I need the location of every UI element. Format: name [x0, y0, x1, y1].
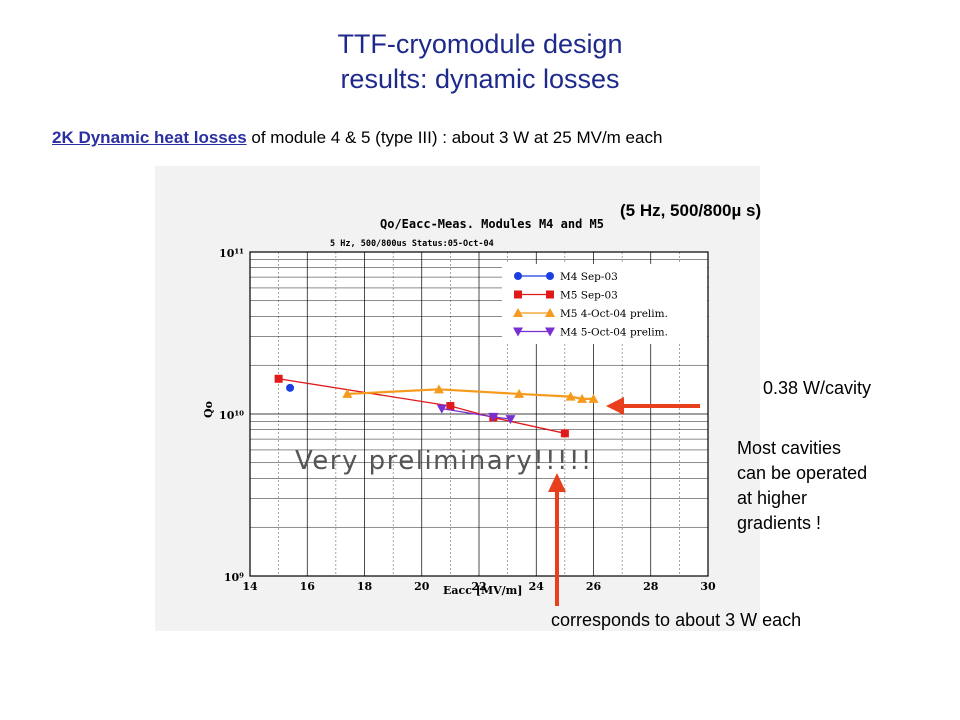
- legend-marker: [546, 290, 554, 299]
- legend-marker: [514, 290, 522, 299]
- note-watt-per-cavity: 0.38 W/cavity: [763, 378, 872, 398]
- legend-marker: [546, 272, 554, 280]
- data-point: [342, 388, 353, 398]
- chart-tick-labels: 14 16 18 20 22 24 26 28 30 10⁹ 10¹⁰ 10¹¹: [219, 247, 716, 593]
- x-tick-label: 20: [414, 580, 430, 593]
- y-tick-label: 10¹¹: [219, 247, 244, 260]
- subtitle-rest: of module 4 & 5 (type III) : about 3 W a…: [246, 128, 663, 147]
- note-cavities: Most cavities can be operated at higher …: [737, 436, 867, 536]
- arrow-up-icon: [548, 473, 566, 606]
- legend-marker: [545, 327, 555, 337]
- y-axis-label: Qo: [202, 401, 215, 418]
- arrow-left-icon: [606, 397, 700, 415]
- note-cavities-line: can be operated: [737, 463, 868, 483]
- y-tick-label: 10¹⁰: [219, 409, 244, 422]
- legend-marker: [514, 272, 522, 280]
- data-point: [560, 429, 569, 438]
- chart-watermark: Very preliminary!!!!!: [295, 446, 593, 476]
- x-tick-label: 14: [242, 580, 258, 593]
- legend-marker: [513, 308, 523, 317]
- data-point: [505, 415, 516, 425]
- legend-label: M4 Sep-03: [560, 271, 618, 283]
- chart-title: Qo/Eacc-Meas. Modules M4 and M5: [380, 217, 604, 231]
- legend-label: M4 5-Oct-04 prelim.: [560, 327, 668, 339]
- legend-label: M5 Sep-03: [560, 290, 618, 302]
- x-tick-label: 24: [529, 580, 545, 593]
- data-point: [588, 393, 599, 403]
- slide-title-line1: TTF-cryomodule design: [337, 29, 623, 59]
- x-tick-label: 28: [643, 580, 659, 593]
- x-tick-label: 18: [357, 580, 373, 593]
- data-point: [514, 388, 525, 398]
- data-point: [433, 384, 444, 394]
- note-watt-each: corresponds to about 3 W each: [551, 610, 802, 630]
- legend-label: M5 4-Oct-04 prelim.: [560, 308, 668, 320]
- data-point: [286, 383, 295, 392]
- legend-marker: [513, 327, 523, 337]
- legend-marker: [545, 308, 555, 317]
- x-tick-label: 26: [586, 580, 602, 593]
- data-point: [436, 404, 447, 414]
- operating-conditions: (5 Hz, 500/800µ s): [620, 201, 762, 220]
- subtitle-link[interactable]: 2K Dynamic heat losses: [52, 128, 247, 147]
- data-point: [577, 393, 588, 403]
- note-cavities-line: Most cavities: [737, 438, 842, 458]
- data-point: [274, 374, 283, 383]
- x-tick-label: 30: [700, 580, 716, 593]
- y-tick-label: 10⁹: [224, 571, 244, 584]
- slide-title-line2: results: dynamic losses: [340, 64, 620, 94]
- x-tick-label: 16: [300, 580, 316, 593]
- data-point: [446, 402, 455, 411]
- note-cavities-line: at higher: [737, 488, 808, 508]
- chart-series: [274, 374, 599, 438]
- x-axis-label: Eacc [MV/m]: [443, 584, 523, 597]
- x-tick-label: 22: [471, 580, 486, 593]
- chart-subtitle: 5 Hz, 500/800us Status:05-Oct-04: [330, 239, 494, 249]
- legend-box: [502, 264, 707, 344]
- chart-legend: M4 Sep-03 M5 Sep-03 M5 4-Oct-04 prelim. M4 …: [502, 264, 707, 344]
- data-point: [488, 412, 499, 422]
- data-point: [565, 391, 576, 401]
- note-cavities-line: gradients !: [737, 513, 822, 533]
- qo-eacc-chart: Qo/Eacc-Meas. Modules M4 and M5 5 Hz, 50…: [202, 217, 716, 597]
- slide-subtitle: 2K Dynamic heat losses of module 4 & 5 (…: [52, 128, 662, 148]
